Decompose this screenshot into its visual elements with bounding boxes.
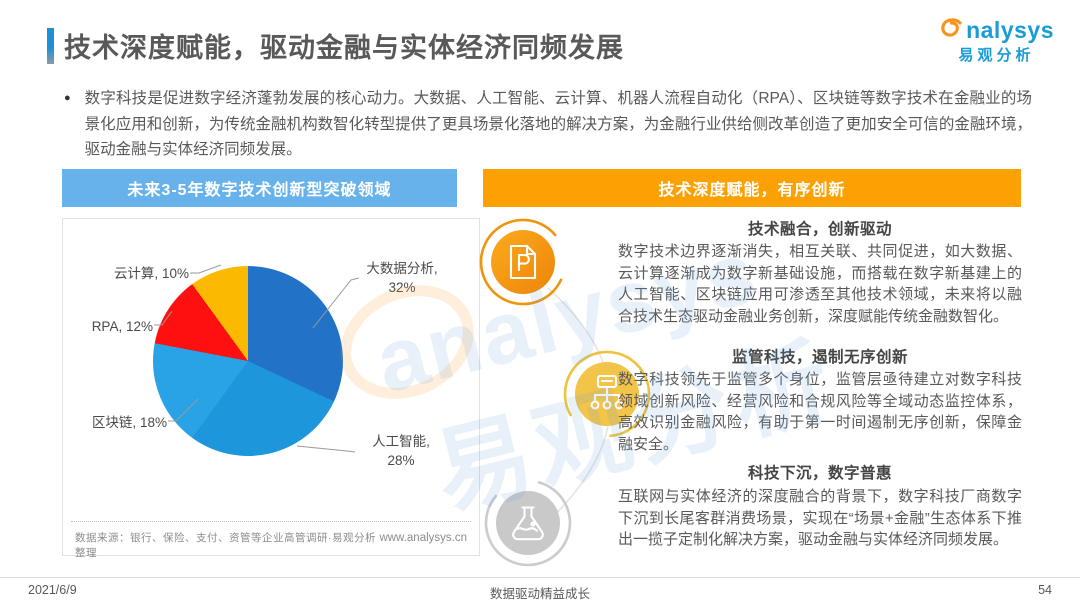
- left-panel-header: 未来3-5年数字技术创新型突破领域: [62, 169, 457, 207]
- pie-label-ai: 人工智能, 28%: [372, 434, 430, 468]
- title-accent-bar: [47, 27, 54, 64]
- brand-logo: nalysys 易观分析: [939, 16, 1054, 63]
- flask-icon: [483, 478, 573, 568]
- pie-label-blockchain: 区块链, 18%: [91, 415, 167, 430]
- pie-leader-lines: [154, 264, 360, 453]
- footer-divider: [0, 577, 1080, 578]
- header: 技术深度赋能，驱动金融与实体经济同频发展: [47, 26, 624, 65]
- intro-paragraph: ● 数字科技是促进数字经济蓬勃发展的核心动力。大数据、人工智能、云计算、机器人流…: [64, 86, 1032, 163]
- section-1-title: 技术融合，创新驱动: [747, 221, 892, 238]
- section-2-body: 数字科技领先于监管多个身位，监管层亟待建立对数字科技领域创新风险、经营风险和合规…: [618, 371, 1022, 453]
- pie-label-cloud: 云计算, 10%: [113, 266, 189, 281]
- footer-slogan: 数据驱动精益成长: [489, 587, 590, 601]
- right-panel-header: 技术深度赋能，有序创新: [483, 169, 1021, 207]
- footer-date: 2021/6/9: [28, 583, 77, 597]
- flowchart-icon: [562, 349, 652, 439]
- section-3-title: 科技下沉，数字普惠: [747, 465, 892, 482]
- pie-label-big-data: 大数据分析, 32%: [366, 261, 438, 295]
- panel-divider: [71, 521, 471, 522]
- chart-panel: 大数据分析, 32% 人工智能, 28% 区块链, 18% RPA, 12% 云…: [62, 218, 480, 559]
- document-p-icon: [478, 217, 568, 307]
- bullet-icon: ●: [64, 92, 71, 104]
- intro-text: 数字科技是促进数字经济蓬勃发展的核心动力。大数据、人工智能、云计算、机器人流程自…: [84, 90, 1032, 158]
- website-url: www.analysys.cn: [379, 532, 467, 544]
- footer-page-number: 54: [1038, 583, 1052, 597]
- logo-a-swirl-icon: [939, 16, 966, 45]
- pie-chart: [153, 266, 343, 456]
- logo-brand-text: nalysys: [966, 17, 1054, 43]
- section-2-title: 监管科技，遏制无序创新: [731, 349, 908, 366]
- logo-brand-cn: 易观分析: [958, 47, 1035, 64]
- page-title: 技术深度赋能，驱动金融与实体经济同频发展: [64, 33, 624, 63]
- data-source-note: 数据来源：银行、保险、支付、资管等企业高管调研·易观分析整理: [75, 532, 376, 559]
- section-1-body: 数字技术边界逐渐消失，相互关联、共同促进，如大数据、云计算逐渐成为数字新基础设施…: [618, 243, 1022, 325]
- section-3-body: 互联网与实体经济的深度融合的背景下，数字科技厂商数字下沉到长尾客群消费场景，实现…: [618, 488, 1022, 548]
- pie-label-rpa: RPA, 12%: [91, 319, 153, 334]
